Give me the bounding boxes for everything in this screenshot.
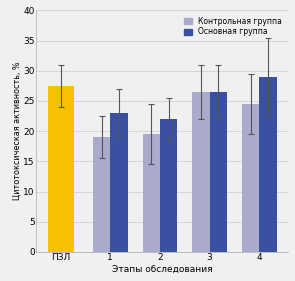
Bar: [192, 92, 209, 252]
Legend: Контрольная группа, Основная группа: Контрольная группа, Основная группа: [182, 14, 284, 39]
Bar: [142, 134, 160, 252]
Bar: [93, 137, 110, 252]
Bar: [209, 92, 227, 252]
X-axis label: Этапы обследования: Этапы обследования: [112, 265, 212, 274]
Y-axis label: Цитотоксическая активность, %: Цитотоксическая активность, %: [13, 62, 22, 200]
Bar: [259, 77, 277, 252]
Bar: [110, 113, 128, 252]
Bar: [47, 86, 74, 252]
Bar: [242, 104, 259, 252]
Bar: [160, 119, 177, 252]
